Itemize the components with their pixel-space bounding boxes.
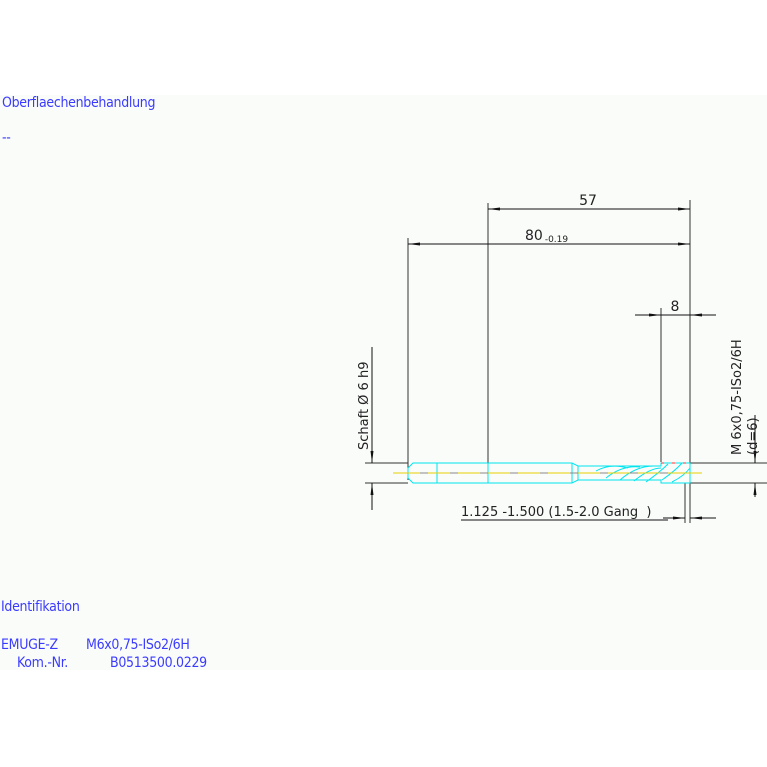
identification-spec: M6x0,75-ISo2/6H [86, 637, 190, 653]
dim-57-label: 57 [579, 193, 597, 209]
dim-80-label: 80 -0.19 [525, 228, 568, 245]
identification-brand: EMUGE-Z [1, 637, 58, 653]
thread-spec-label: M 6x0,75-ISo2/6H [730, 339, 745, 455]
surface-treatment-label: Oberflaechenbehandlung [2, 95, 156, 111]
chamfer-note: 1.125 -1.500 (1.5-2.0 Gang ) [461, 505, 652, 520]
extension-lines [365, 200, 767, 523]
surface-treatment-value: -- [2, 130, 11, 146]
dimension-lines [370, 207, 757, 521]
dim-80-value: 80 [525, 228, 543, 244]
thread-depth-label: (d=6) [746, 417, 761, 455]
identification-label: Identifikation [1, 599, 80, 615]
shank-diameter-label: Schaft Ø 6 h9 [357, 362, 372, 450]
kom-nr-label: Kom.-Nr. [17, 655, 68, 671]
drawing-area [0, 95, 767, 670]
dim-80-tolerance: -0.19 [545, 235, 569, 245]
kom-nr-value: B0513500.0229 [110, 655, 207, 671]
dim-8-label: 8 [671, 299, 680, 315]
